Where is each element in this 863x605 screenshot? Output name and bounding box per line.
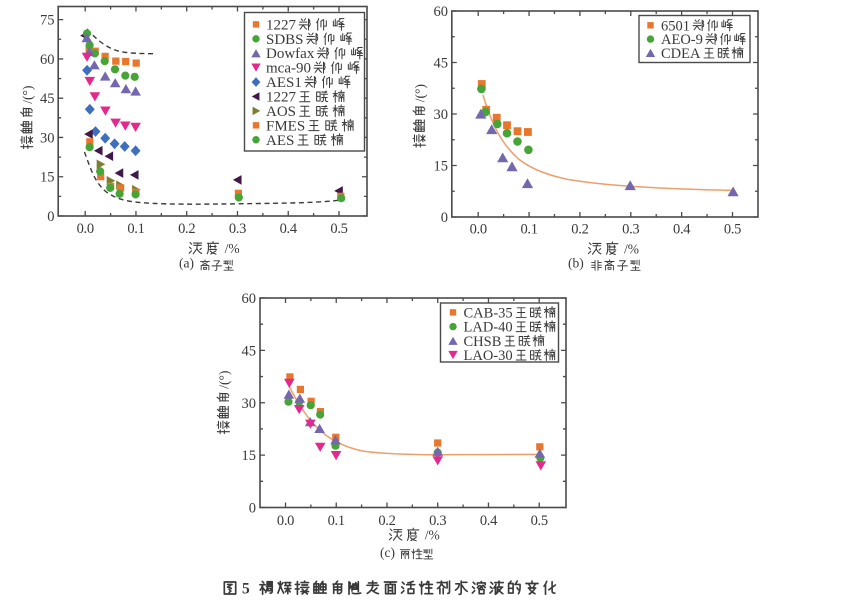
svg-text:/(°): /(°) bbox=[20, 86, 35, 104]
svg-text:0.3: 0.3 bbox=[429, 513, 446, 529]
svg-text:0.1: 0.1 bbox=[520, 221, 537, 237]
svg-text:mca-90: mca-90 bbox=[266, 61, 311, 77]
svg-text:0.3: 0.3 bbox=[622, 221, 639, 237]
svg-text:/(°): /(°) bbox=[217, 371, 232, 389]
svg-text:0.5: 0.5 bbox=[330, 221, 347, 237]
svg-text:Dowfax: Dowfax bbox=[266, 46, 315, 62]
svg-text:0.3: 0.3 bbox=[229, 221, 246, 237]
svg-text:0: 0 bbox=[47, 209, 54, 225]
svg-text:6501: 6501 bbox=[661, 18, 690, 34]
svg-text:FMES: FMES bbox=[266, 118, 305, 134]
svg-text:CHSB: CHSB bbox=[464, 334, 502, 350]
svg-text:0.5: 0.5 bbox=[724, 221, 741, 237]
svg-text:0.0: 0.0 bbox=[77, 221, 94, 237]
svg-text:AEO-9: AEO-9 bbox=[661, 32, 703, 48]
svg-text:CDEA: CDEA bbox=[661, 46, 701, 62]
svg-text:/%: /% bbox=[624, 241, 639, 256]
svg-text:5: 5 bbox=[242, 580, 250, 597]
svg-text:SDBS: SDBS bbox=[266, 32, 304, 48]
svg-text:0.2: 0.2 bbox=[178, 221, 195, 237]
svg-text:/%: /% bbox=[425, 528, 440, 543]
svg-text:60: 60 bbox=[40, 52, 55, 68]
svg-text:0.2: 0.2 bbox=[571, 221, 588, 237]
svg-text:0: 0 bbox=[249, 501, 256, 517]
svg-text:1227: 1227 bbox=[266, 17, 297, 33]
svg-text:45: 45 bbox=[242, 343, 257, 359]
svg-text:15: 15 bbox=[242, 448, 257, 464]
svg-text:0.5: 0.5 bbox=[531, 513, 548, 529]
svg-text:60: 60 bbox=[242, 291, 257, 307]
svg-text:75: 75 bbox=[40, 13, 55, 29]
svg-text:/%: /% bbox=[225, 241, 240, 256]
svg-text:LAD-40: LAD-40 bbox=[464, 320, 513, 336]
svg-text:1227: 1227 bbox=[266, 90, 297, 106]
svg-text:(a): (a) bbox=[179, 255, 194, 270]
svg-text:0.4: 0.4 bbox=[673, 221, 691, 237]
svg-text:AES: AES bbox=[266, 133, 294, 149]
svg-text:30: 30 bbox=[434, 107, 449, 123]
svg-text:LAO-30: LAO-30 bbox=[464, 348, 513, 364]
svg-text:/(°): /(°) bbox=[413, 84, 428, 102]
svg-text:CAB-35: CAB-35 bbox=[464, 305, 513, 321]
svg-text:30: 30 bbox=[40, 130, 55, 146]
svg-text:30: 30 bbox=[242, 396, 257, 412]
svg-text:(c): (c) bbox=[380, 545, 395, 560]
svg-text:0.0: 0.0 bbox=[277, 513, 294, 529]
svg-text:0: 0 bbox=[441, 210, 448, 226]
svg-text:0.4: 0.4 bbox=[280, 221, 298, 237]
svg-text:AOS: AOS bbox=[266, 104, 296, 120]
svg-text:0.2: 0.2 bbox=[378, 513, 395, 529]
svg-text:15: 15 bbox=[434, 159, 449, 175]
svg-text:0.1: 0.1 bbox=[127, 221, 144, 237]
svg-text:0.0: 0.0 bbox=[470, 221, 487, 237]
svg-text:AES1: AES1 bbox=[266, 75, 302, 91]
svg-text:0.4: 0.4 bbox=[480, 513, 498, 529]
svg-text:60: 60 bbox=[434, 4, 449, 20]
svg-text:15: 15 bbox=[40, 170, 55, 186]
svg-text:(b): (b) bbox=[568, 255, 584, 270]
svg-text:45: 45 bbox=[434, 56, 449, 72]
svg-text:0.1: 0.1 bbox=[328, 513, 345, 529]
svg-text:45: 45 bbox=[40, 91, 55, 107]
